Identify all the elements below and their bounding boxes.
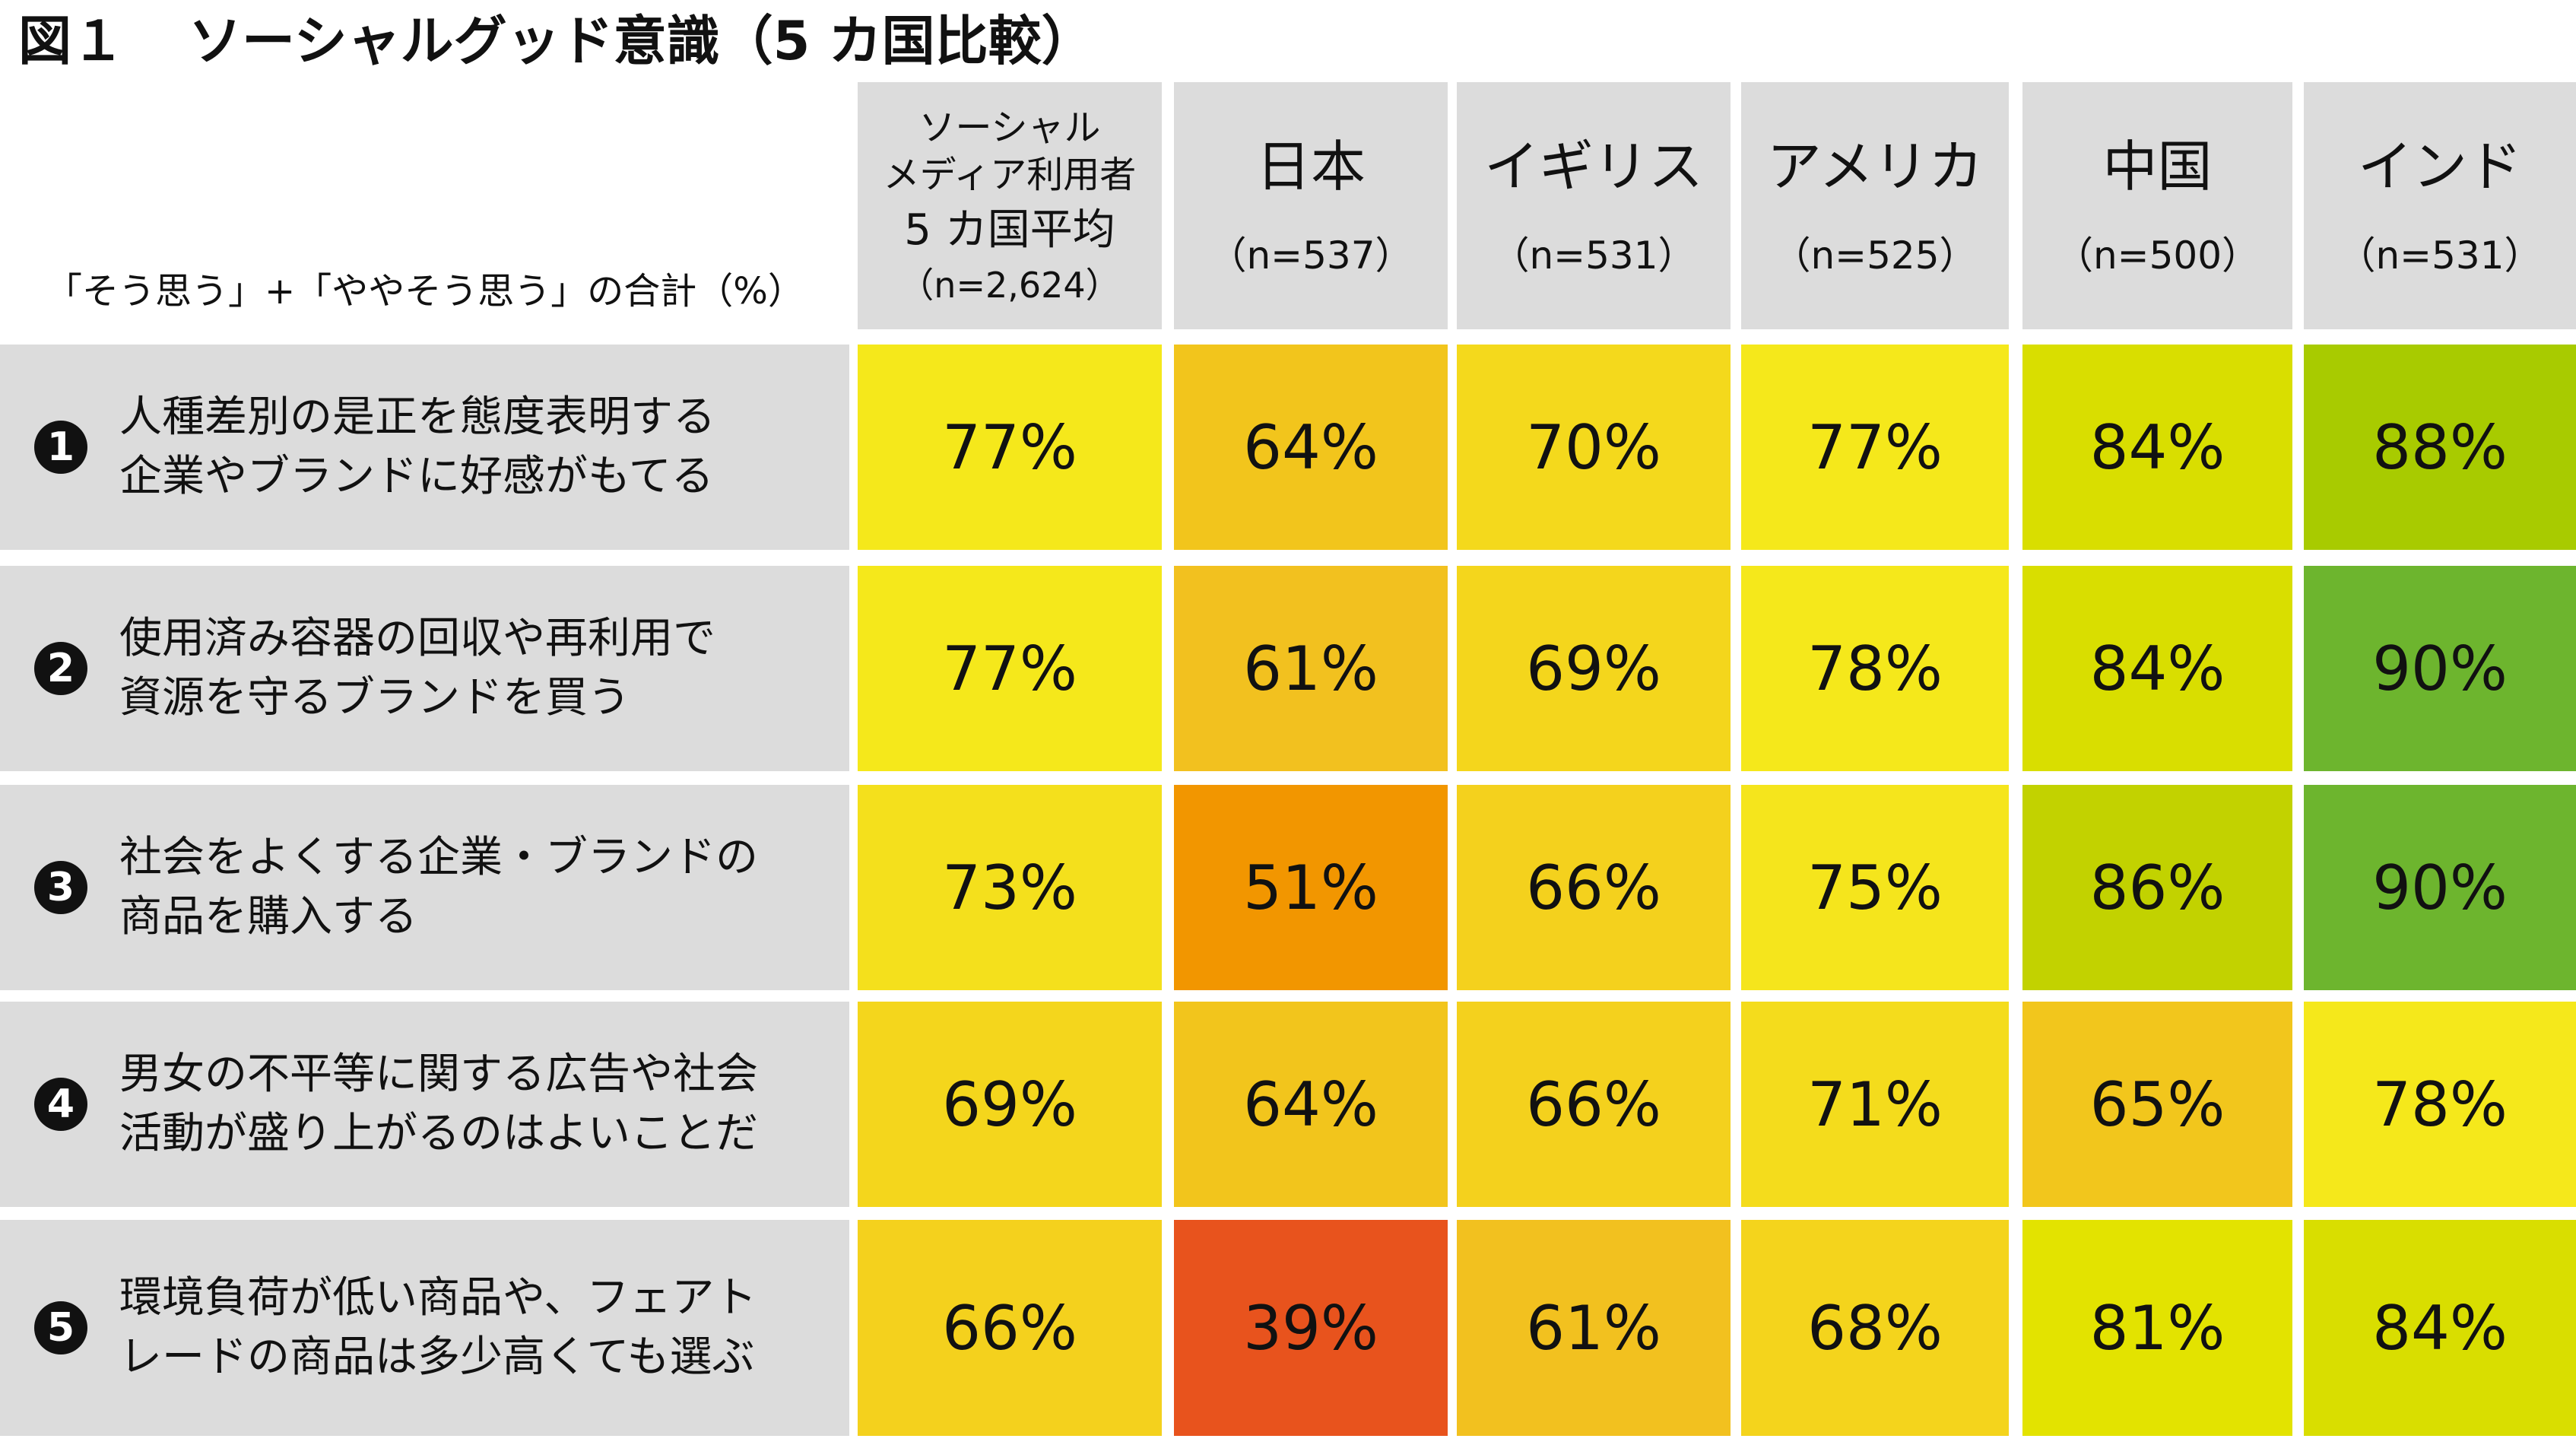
heatmap-cell: 84% [2304, 1220, 2576, 1436]
question-text: 環境負荷が低い商品や、フェアト レードの商品は多少高くても選ぶ [119, 1273, 757, 1382]
question-row-4: 4 男女の不平等に関する広告や社会 活動が盛り上がるのはよいことだ [0, 1002, 849, 1207]
question-row-3: 3 社会をよくする企業・ブランドの 商品を購入する [0, 785, 849, 990]
heatmap-cell: 65% [2022, 1002, 2292, 1207]
question-text: 社会をよくする企業・ブランドの 商品を購入する [119, 833, 758, 942]
header-average: ソーシャル メディア利用者 5 カ国平均 （n=2,624） [858, 82, 1162, 329]
heatmap-cell: 77% [1741, 345, 2009, 550]
heatmap-cell: 66% [858, 1220, 1162, 1436]
heatmap-cell: 66% [1457, 785, 1731, 990]
header-n: （n=525） [1772, 233, 1978, 278]
heatmap-cell: 78% [1741, 566, 2009, 771]
header-china: 中国 （n=500） [2022, 82, 2292, 329]
header-n: （n=537） [1208, 233, 1413, 278]
heatmap-cell: 71% [1741, 1002, 2009, 1207]
header-n: （n=531） [2337, 233, 2543, 278]
question-text: 人種差別の是正を態度表明する 企業やブランドに好感がもてる [119, 392, 715, 501]
header-average-line2: メディア利用者 [883, 153, 1137, 196]
heatmap-cell: 73% [858, 785, 1162, 990]
heatmap-cell: 66% [1457, 1002, 1731, 1207]
title-text: ソーシャルグッド意識（5 カ国比較） [189, 10, 1095, 72]
heatmap-cell: 75% [1741, 785, 2009, 990]
header-japan: 日本 （n=537） [1174, 82, 1448, 329]
heatmap-cell: 68% [1741, 1220, 2009, 1436]
header-name: イギリス [1483, 134, 1703, 198]
header-uk: イギリス （n=531） [1457, 82, 1731, 329]
figure-number: 図１ [18, 10, 125, 72]
header-average-line3: 5 カ国平均 [904, 205, 1115, 255]
heatmap-cell: 77% [858, 566, 1162, 771]
heatmap-cell: 61% [1457, 1220, 1731, 1436]
question-row-1: 1 人種差別の是正を態度表明する 企業やブランドに好感がもてる [0, 345, 849, 550]
heatmap-cell: 51% [1174, 785, 1448, 990]
heatmap-cell: 77% [858, 345, 1162, 550]
header-india: インド （n=531） [2304, 82, 2576, 329]
heatmap-cell: 69% [1457, 566, 1731, 771]
question-number-badge: 1 [34, 421, 87, 474]
heatmap-cell: 81% [2022, 1220, 2292, 1436]
heatmap-cell: 84% [2022, 345, 2292, 550]
header-n: （n=531） [1491, 233, 1696, 278]
header-name: インド [2357, 134, 2522, 198]
heatmap-cell: 78% [2304, 1002, 2576, 1207]
heatmap-cell: 69% [858, 1002, 1162, 1207]
question-text: 使用済み容器の回収や再利用で 資源を守るブランドを買う [119, 614, 715, 722]
heatmap-cell: 84% [2022, 566, 2292, 771]
heatmap-cell: 88% [2304, 345, 2576, 550]
header-name: 中国 [2102, 134, 2213, 198]
heatmap-cell: 86% [2022, 785, 2292, 990]
question-row-5: 5 環境負荷が低い商品や、フェアト レードの商品は多少高くても選ぶ [0, 1220, 849, 1436]
question-number-badge: 4 [34, 1078, 87, 1131]
question-number-badge: 3 [34, 861, 87, 914]
heatmap-cell: 64% [1174, 345, 1448, 550]
header-average-n: （n=2,624） [899, 264, 1121, 306]
question-text: 男女の不平等に関する広告や社会 活動が盛り上がるのはよいことだ [119, 1050, 758, 1158]
chart-title: 図１ ソーシャルグッド意識（5 カ国比較） [18, 3, 1095, 79]
question-number-badge: 5 [34, 1301, 87, 1354]
heatmap-cell: 39% [1174, 1220, 1448, 1436]
question-number-badge: 2 [34, 642, 87, 695]
header-name: 日本 [1255, 134, 1366, 198]
heatmap-cell: 90% [2304, 785, 2576, 990]
question-row-2: 2 使用済み容器の回収や再利用で 資源を守るブランドを買う [0, 566, 849, 771]
heatmap-cell: 70% [1457, 345, 1731, 550]
header-average-line1: ソーシャル [918, 106, 1101, 149]
header-usa: アメリカ （n=525） [1741, 82, 2009, 329]
heatmap-cell: 61% [1174, 566, 1448, 771]
heatmap-cell: 90% [2304, 566, 2576, 771]
heatmap-cell: 64% [1174, 1002, 1448, 1207]
value-note: 「そう思う」+「ややそう思う」の合計（%） [46, 270, 804, 313]
header-name: アメリカ [1766, 134, 1984, 198]
header-n: （n=500） [2054, 233, 2260, 278]
